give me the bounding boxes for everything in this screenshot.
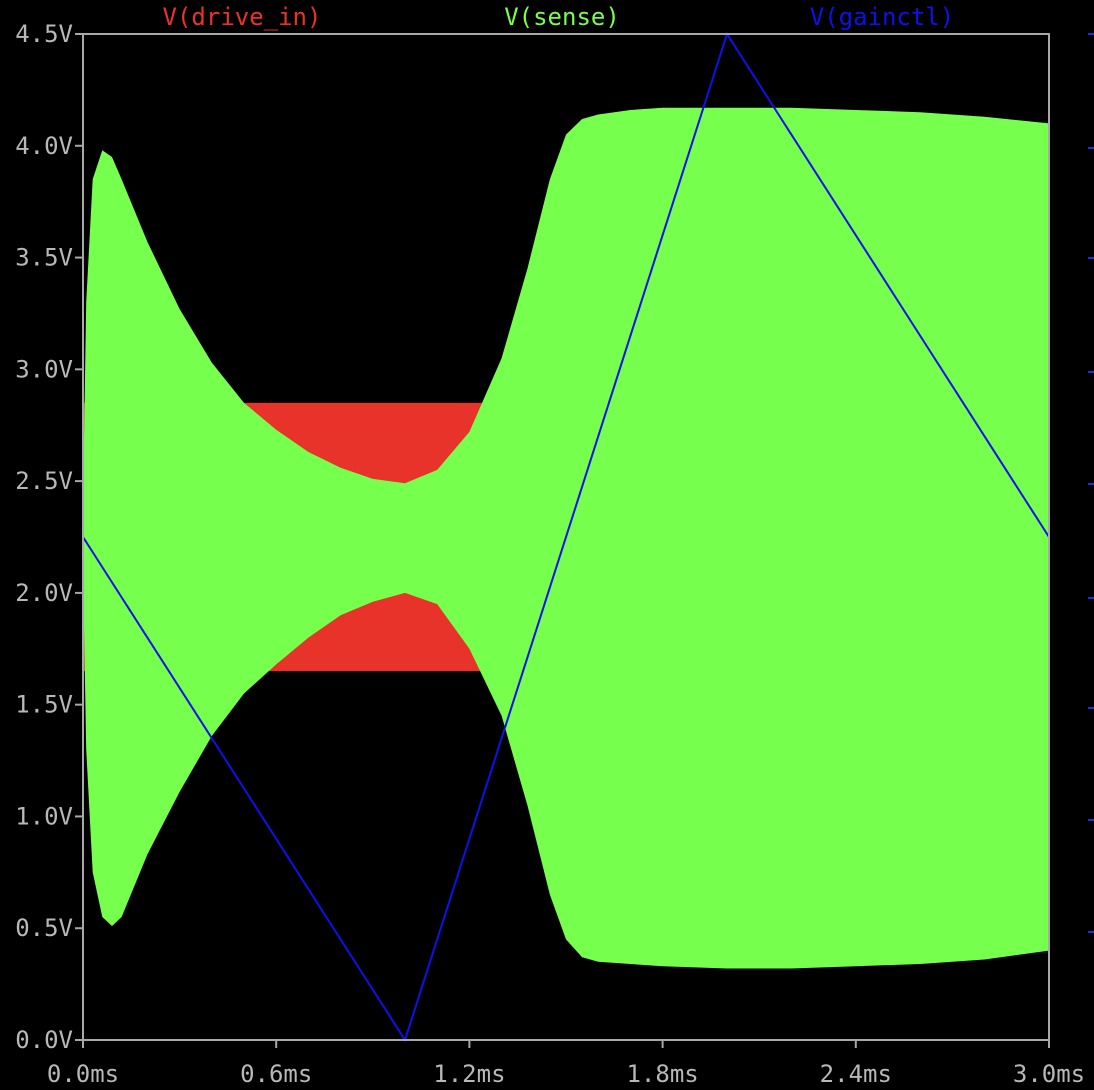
- y-tick-label: 4.0V: [15, 132, 73, 160]
- x-tick-label: 0.0ms: [47, 1060, 119, 1088]
- x-tick-label: 3.0ms: [1013, 1060, 1085, 1088]
- legend: V(drive_in) V(sense) V(gainctl): [163, 3, 955, 31]
- y-tick-label: 0.0V: [15, 1026, 73, 1054]
- y-tick-label: 1.0V: [15, 802, 73, 830]
- x-tick-label: 1.8ms: [626, 1060, 698, 1088]
- y-tick-label: 3.5V: [15, 244, 73, 272]
- y-tick-label: 2.5V: [15, 467, 73, 495]
- legend-v-gainctl: V(gainctl): [810, 3, 955, 31]
- legend-v-drive-in: V(drive_in): [163, 3, 322, 31]
- plot-frame: [82, 33, 1050, 1041]
- y-tick-label: 2.0V: [15, 579, 73, 607]
- right-edge-markers: [1088, 33, 1094, 933]
- x-tick-label: 0.6ms: [240, 1060, 312, 1088]
- y-tick-label: 1.5V: [15, 691, 73, 719]
- traces: [82, 31, 1050, 1043]
- y-tick-label: 0.5V: [15, 914, 73, 942]
- y-tick-label: 4.5V: [15, 20, 73, 48]
- x-tick-label: 2.4ms: [820, 1060, 892, 1088]
- axis-ticks: 0.0V 0.5V 1.0V 1.5V 2.0V 2.5V 3.0V 3.5V 4.0V 4.5V…: [15, 20, 1085, 1088]
- x-tick-label: 1.2ms: [433, 1060, 505, 1088]
- y-tick-label: 3.0V: [15, 355, 73, 383]
- legend-v-sense: V(sense): [504, 3, 620, 31]
- trace-v-gainctl: [82, 31, 1050, 1043]
